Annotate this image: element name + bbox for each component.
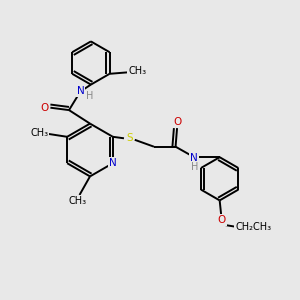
Text: CH₂CH₃: CH₂CH₃ bbox=[235, 222, 271, 233]
Text: CH₃: CH₃ bbox=[69, 196, 87, 206]
Text: S: S bbox=[126, 133, 133, 143]
Text: N: N bbox=[76, 86, 84, 96]
Text: CH₃: CH₃ bbox=[30, 128, 48, 138]
Text: O: O bbox=[41, 103, 49, 113]
Text: CH₃: CH₃ bbox=[128, 66, 146, 76]
Text: H: H bbox=[86, 91, 93, 101]
Text: N: N bbox=[109, 158, 117, 168]
Text: O: O bbox=[173, 117, 181, 127]
Text: N: N bbox=[190, 153, 198, 163]
Text: H: H bbox=[191, 162, 199, 172]
Text: O: O bbox=[218, 215, 226, 225]
